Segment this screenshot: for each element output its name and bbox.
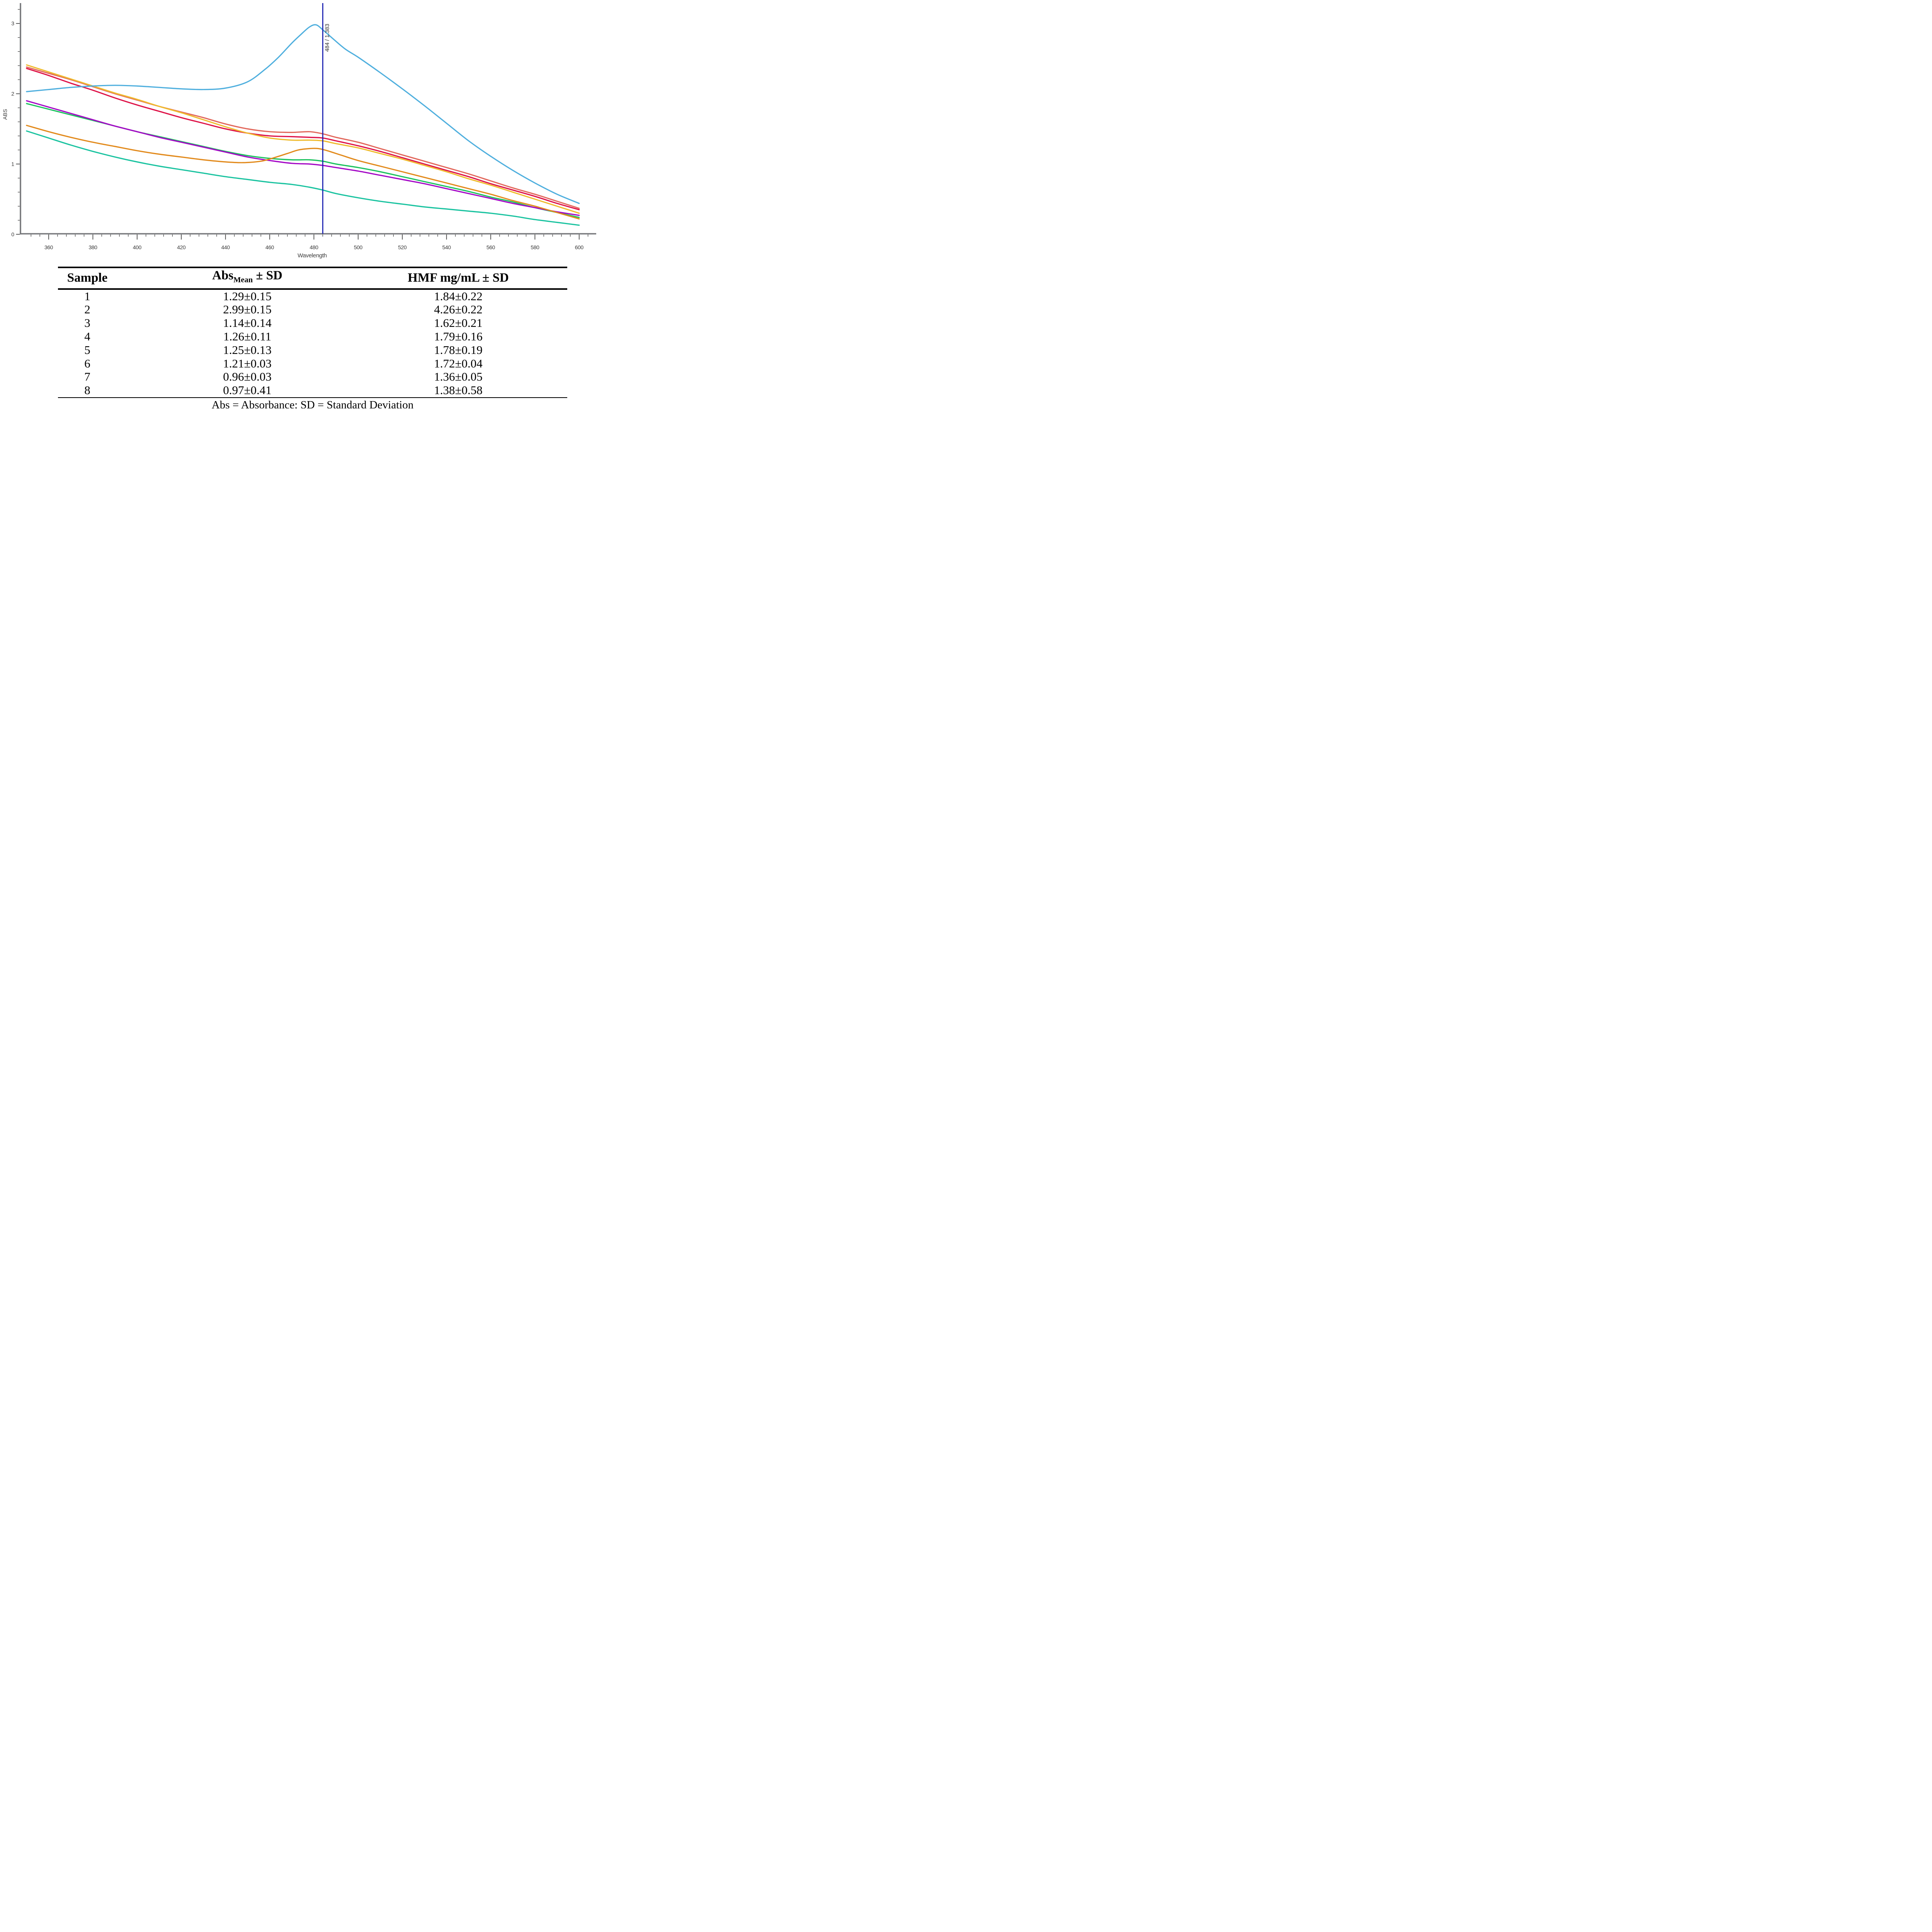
sample-cell: 6 bbox=[84, 356, 90, 370]
col-header-abs: AbsMean ± SD bbox=[117, 267, 378, 290]
table-row: 7 0.96±0.03 1.36±0.05 bbox=[58, 370, 567, 384]
x-tick-label: 540 bbox=[442, 244, 451, 250]
abs-cell: 0.97±0.41 bbox=[223, 383, 272, 397]
chart-svg: 0 1 2 3 360 380 400 420 440 460 480 500 520 540 560 580… bbox=[2, 3, 596, 259]
table-body: 1 1.29±0.15 1.84±0.22 2 2.99±0.15 4.26±0.22 3 1… bbox=[58, 289, 567, 398]
table-footnote-row: Abs = Absorbance; SD = Standard Deviatio… bbox=[58, 397, 567, 408]
abs-cell: 1.29±0.15 bbox=[223, 289, 272, 303]
y-tick-label: 0 bbox=[11, 231, 14, 237]
x-tick-label: 360 bbox=[44, 244, 53, 250]
abs-cell: 1.26±0.11 bbox=[223, 329, 272, 343]
abs-cell: 1.25±0.13 bbox=[223, 343, 272, 357]
curve-purple bbox=[26, 100, 580, 216]
hmf-cell: 1.38±0.58 bbox=[434, 383, 483, 397]
table-footnote: Abs = Absorbance; SD = Standard Deviatio… bbox=[58, 397, 567, 408]
results-table: Sample AbsMean ± SD HMF mg/mL ± SD 1 1.29… bbox=[58, 267, 567, 408]
hmf-cell: 1.62±0.21 bbox=[434, 316, 483, 330]
table-row: 3 1.14±0.14 1.62±0.21 bbox=[58, 316, 567, 330]
hmf-cell: 1.78±0.19 bbox=[434, 343, 483, 357]
x-tick-label: 520 bbox=[398, 244, 407, 250]
curve-gold bbox=[26, 64, 580, 214]
curve-teal bbox=[26, 130, 580, 226]
x-tick-label: 400 bbox=[133, 244, 142, 250]
x-tick-label: 580 bbox=[531, 244, 539, 250]
abs-header-subscript: Mean bbox=[233, 276, 253, 284]
table-row: 8 0.97±0.41 1.38±0.58 bbox=[58, 383, 567, 398]
table-row: 5 1.25±0.13 1.78±0.19 bbox=[58, 343, 567, 357]
col-header-sample: Sample bbox=[58, 267, 117, 290]
y-tick-label: 3 bbox=[11, 20, 14, 27]
y-tick-label: 1 bbox=[11, 161, 14, 167]
abs-header-suffix: ± SD bbox=[253, 269, 282, 282]
hmf-cell: 1.36±0.05 bbox=[434, 370, 483, 384]
hmf-cell: 4.26±0.22 bbox=[434, 303, 483, 316]
hmf-cell: 1.72±0.04 bbox=[434, 356, 483, 370]
sample-cell: 1 bbox=[84, 289, 90, 303]
x-axis-title: Wavelength bbox=[298, 252, 327, 259]
table-row: 6 1.21±0.03 1.72±0.04 bbox=[58, 357, 567, 371]
hmf-cell: 1.84±0.22 bbox=[434, 289, 483, 303]
sample-cell: 7 bbox=[84, 370, 90, 384]
sample-cell: 5 bbox=[84, 343, 90, 357]
y-tick-label: 2 bbox=[11, 91, 14, 97]
abs-cell: 0.96±0.03 bbox=[223, 370, 272, 384]
x-tick-label: 500 bbox=[354, 244, 363, 250]
y-axis-title: ABS bbox=[2, 109, 8, 120]
x-tick-label: 560 bbox=[486, 244, 495, 250]
curve-sky-blue bbox=[26, 24, 580, 204]
sample-cell: 2 bbox=[84, 303, 90, 316]
results-table-container: Sample AbsMean ± SD HMF mg/mL ± SD 1 1.29… bbox=[58, 267, 567, 408]
hmf-cell: 1.79±0.16 bbox=[434, 329, 483, 343]
x-tick-label: 460 bbox=[265, 244, 274, 250]
table-row: 1 1.29±0.15 1.84±0.22 bbox=[58, 289, 567, 303]
sample-cell: 8 bbox=[84, 383, 90, 397]
abs-cell: 1.14±0.14 bbox=[223, 316, 272, 330]
abs-cell: 1.21±0.03 bbox=[223, 356, 272, 370]
abs-header-base: Abs bbox=[212, 269, 234, 282]
table-row: 4 1.26±0.11 1.79±0.16 bbox=[58, 330, 567, 344]
table-row: 2 2.99±0.15 4.26±0.22 bbox=[58, 303, 567, 316]
abs-cell: 2.99±0.15 bbox=[223, 303, 272, 316]
spectra-figure-page: 0 1 2 3 360 380 400 420 440 460 480 500 520 540 560 580… bbox=[0, 0, 597, 408]
x-tick-label: 440 bbox=[221, 244, 230, 250]
curve-crimson bbox=[26, 68, 580, 211]
table-header-row: Sample AbsMean ± SD HMF mg/mL ± SD bbox=[58, 267, 567, 290]
absorbance-spectra-chart: 0 1 2 3 360 380 400 420 440 460 480 500 520 540 560 580… bbox=[0, 0, 597, 267]
x-tick-label: 600 bbox=[575, 244, 584, 250]
sample-cell: 4 bbox=[84, 329, 90, 343]
x-tick-label: 480 bbox=[310, 244, 318, 250]
curve-salmon-red bbox=[26, 66, 580, 209]
curve-orange bbox=[26, 124, 580, 219]
cursor-label: 484 / 1.383 bbox=[324, 24, 330, 52]
col-header-hmf: HMF mg/mL ± SD bbox=[378, 267, 567, 290]
x-tick-label: 380 bbox=[88, 244, 97, 250]
sample-cell: 3 bbox=[84, 316, 90, 330]
x-tick-label: 420 bbox=[177, 244, 186, 250]
